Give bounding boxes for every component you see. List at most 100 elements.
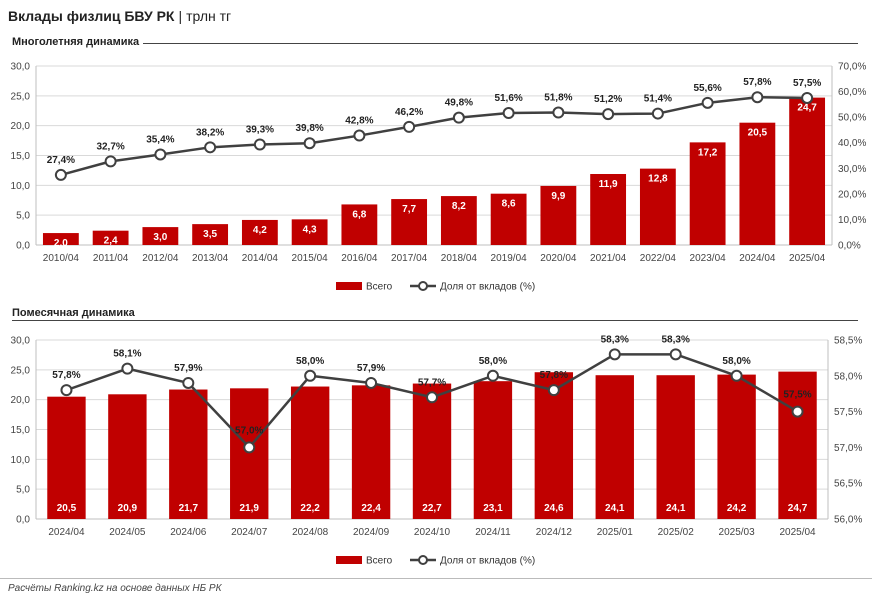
share-point xyxy=(121,362,134,375)
bar-value-label: 7,7 xyxy=(402,204,416,215)
y2-tick-label: 56,0% xyxy=(834,515,862,526)
share-point xyxy=(60,384,73,397)
y2-tick-label: 70,0% xyxy=(838,62,866,73)
x-tick-label: 2024/12 xyxy=(536,527,573,538)
bar xyxy=(230,388,269,519)
bar-value-label: 6,8 xyxy=(352,209,366,220)
share-line xyxy=(60,95,808,177)
share-point xyxy=(651,107,664,120)
legend-line-marker xyxy=(418,281,428,291)
legend-line-label: Доля от вкладов (%) xyxy=(440,556,535,567)
title-separator: | xyxy=(178,8,183,24)
chart-yearly: 0,0 5,0 10,0 15,0 20,0 25,0 30,0 0,0% 10,0% 20,0%… xyxy=(11,62,867,293)
share-value-label: 42,8% xyxy=(345,116,373,127)
x-tick-label: 2024/06 xyxy=(170,527,207,538)
share-point xyxy=(791,405,804,418)
bar-value-label: 21,9 xyxy=(239,503,259,514)
bar xyxy=(540,185,577,245)
share-point xyxy=(154,148,167,161)
share-point xyxy=(701,96,714,109)
share-value-label: 39,3% xyxy=(246,125,274,136)
share-point xyxy=(547,384,560,397)
bar xyxy=(739,122,776,245)
x-tick-label: 2024/07 xyxy=(231,527,268,538)
y-tick-label: 25,0 xyxy=(11,91,31,102)
x-tick-label: 2023/04 xyxy=(690,253,727,264)
y-tick-label: 5,0 xyxy=(16,485,30,496)
y2-tick-label: 58,5% xyxy=(834,336,862,347)
share-value-label: 57,9% xyxy=(174,363,202,374)
bar-value-label: 24,7 xyxy=(788,503,808,514)
bar xyxy=(440,196,477,245)
share-point xyxy=(365,376,378,389)
share-point xyxy=(303,137,316,150)
bar-value-label: 9,9 xyxy=(551,191,565,202)
share-point xyxy=(403,120,416,133)
legend-line-label: Доля от вкладов (%) xyxy=(440,282,535,293)
x-tick-label: 2024/09 xyxy=(353,527,390,538)
bar-value-label: 24,1 xyxy=(666,503,686,514)
share-point xyxy=(54,168,67,181)
x-tick-label: 2018/04 xyxy=(441,253,478,264)
share-value-label: 57,8% xyxy=(52,370,80,381)
section-divider-1 xyxy=(12,43,858,44)
share-value-label: 58,3% xyxy=(662,334,690,345)
bar xyxy=(490,193,527,245)
y-tick-label: 10,0 xyxy=(11,181,31,192)
bar xyxy=(351,385,391,519)
x-tick-label: 2024/10 xyxy=(414,527,451,538)
share-point xyxy=(353,129,366,142)
share-value-label: 57,8% xyxy=(743,77,771,88)
bar xyxy=(656,375,695,519)
share-point xyxy=(669,348,682,361)
source-note: Расчёты Ranking.kz на основе данных НБ Р… xyxy=(8,583,222,594)
share-point xyxy=(182,376,195,389)
section-divider-2 xyxy=(12,320,858,321)
x-tick-label: 2017/04 xyxy=(391,253,428,264)
y-tick-label: 0,0 xyxy=(16,241,30,252)
share-point xyxy=(502,107,515,120)
x-tick-label: 2025/04 xyxy=(789,253,826,264)
bar-value-label: 20,5 xyxy=(57,503,77,514)
y2-tick-label: 30,0% xyxy=(838,164,866,175)
y2-tick-label: 0,0% xyxy=(838,241,861,252)
bar-value-label: 8,6 xyxy=(502,199,516,210)
x-tick-label: 2024/11 xyxy=(475,527,511,538)
share-value-label: 51,4% xyxy=(644,94,672,105)
bar xyxy=(595,375,634,519)
bar xyxy=(42,233,79,245)
bar xyxy=(47,396,86,519)
bar xyxy=(789,97,826,245)
legend-bar-label: Всего xyxy=(366,556,393,567)
bar-value-label: 8,2 xyxy=(452,201,466,212)
section-title-yearly: Многолетняя динамика xyxy=(12,36,144,48)
bar xyxy=(391,199,428,245)
x-tick-label: 2022/04 xyxy=(640,253,677,264)
share-value-label: 57,5% xyxy=(793,78,821,89)
bar-value-label: 24,6 xyxy=(544,503,564,514)
bar-value-label: 22,4 xyxy=(361,503,381,514)
share-value-label: 58,0% xyxy=(722,356,750,367)
section-title-monthly: Помесячная динамика xyxy=(12,307,139,319)
share-value-label: 49,8% xyxy=(445,98,473,109)
share-value-label: 35,4% xyxy=(146,134,174,145)
page-title: Вклады физлиц БВУ РК | трлн тг xyxy=(8,8,231,24)
y-tick-label: 0,0 xyxy=(16,515,30,526)
y2-tick-label: 10,0% xyxy=(838,215,866,226)
bar-value-label: 24,7 xyxy=(797,103,817,114)
share-value-label: 57,7% xyxy=(418,377,446,388)
bar xyxy=(412,383,452,519)
bar xyxy=(473,381,513,519)
bar-value-label: 11,9 xyxy=(599,179,618,190)
footer-divider xyxy=(0,578,872,579)
share-point xyxy=(552,106,565,119)
x-tick-label: 2024/08 xyxy=(292,527,329,538)
bar xyxy=(241,219,278,245)
x-tick-label: 2015/04 xyxy=(292,253,329,264)
chart-monthly: 0,0 5,0 10,0 15,0 20,0 25,0 30,0 56,0% 56,5% 57,0… xyxy=(11,334,863,567)
share-point xyxy=(452,111,465,124)
share-value-label: 46,2% xyxy=(395,107,423,118)
share-point xyxy=(608,348,621,361)
y-tick-label: 20,0 xyxy=(11,121,31,132)
bar-value-label: 22,2 xyxy=(300,503,320,514)
